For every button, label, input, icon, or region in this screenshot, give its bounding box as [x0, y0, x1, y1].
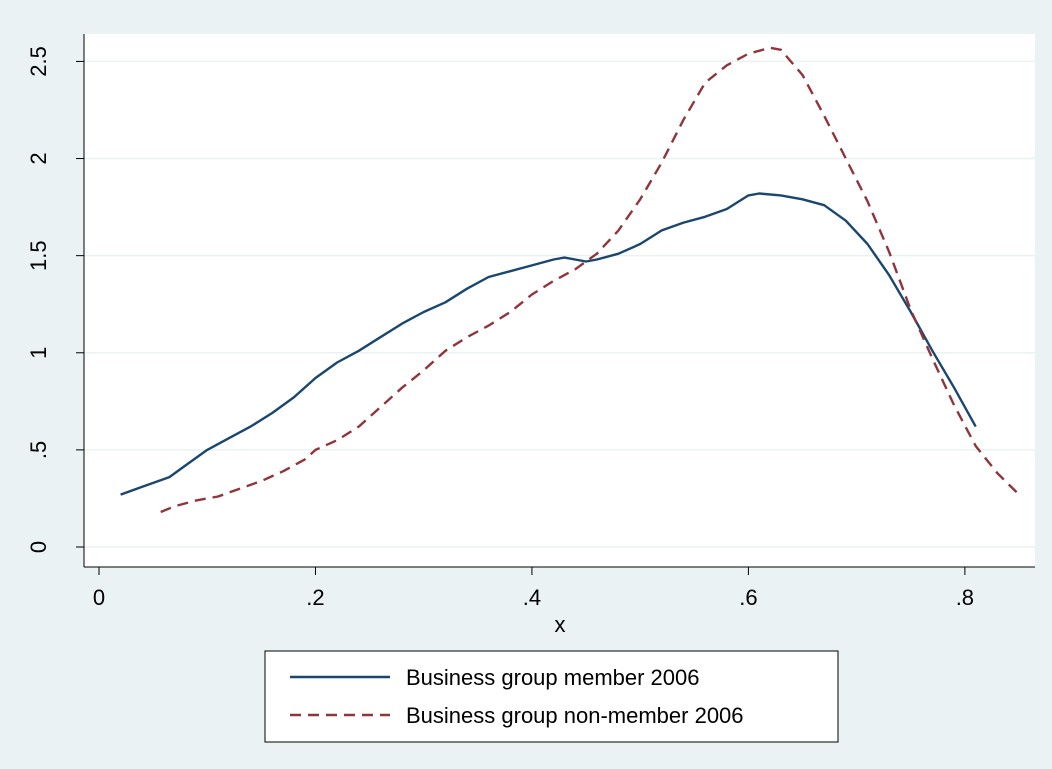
series-line-1	[160, 46, 1020, 514]
y-tick-label-3: 1.5	[26, 240, 51, 271]
x-axis-title: x	[555, 612, 566, 637]
x-tick-label-3: .6	[739, 585, 757, 610]
y-tick-label-4: 2	[26, 152, 51, 164]
x-tick-label-2: .4	[523, 585, 541, 610]
x-tick-label-4: .8	[956, 585, 974, 610]
series-lines	[120, 46, 1020, 514]
y-tick-label-5: 2.5	[26, 46, 51, 77]
series-line-0	[120, 192, 977, 496]
legend-label-member: Business group member 2006	[406, 665, 700, 690]
legend: Business group member 2006 Business grou…	[264, 650, 839, 743]
legend-label-non-member: Business group non-member 2006	[406, 703, 744, 728]
legend-box	[264, 650, 839, 743]
axes: 0 .5 1 1.5 2 2.5 0 .2 .4 .6 .8	[26, 34, 1035, 610]
gridlines	[84, 60, 1035, 548]
y-tick-label-0: 0	[26, 541, 51, 553]
x-tick-label-0: 0	[93, 585, 105, 610]
plot-background	[84, 34, 1035, 567]
y-tick-label-2: 1	[26, 347, 51, 359]
x-tick-label-1: .2	[306, 585, 324, 610]
y-tick-label-1: .5	[26, 441, 51, 459]
